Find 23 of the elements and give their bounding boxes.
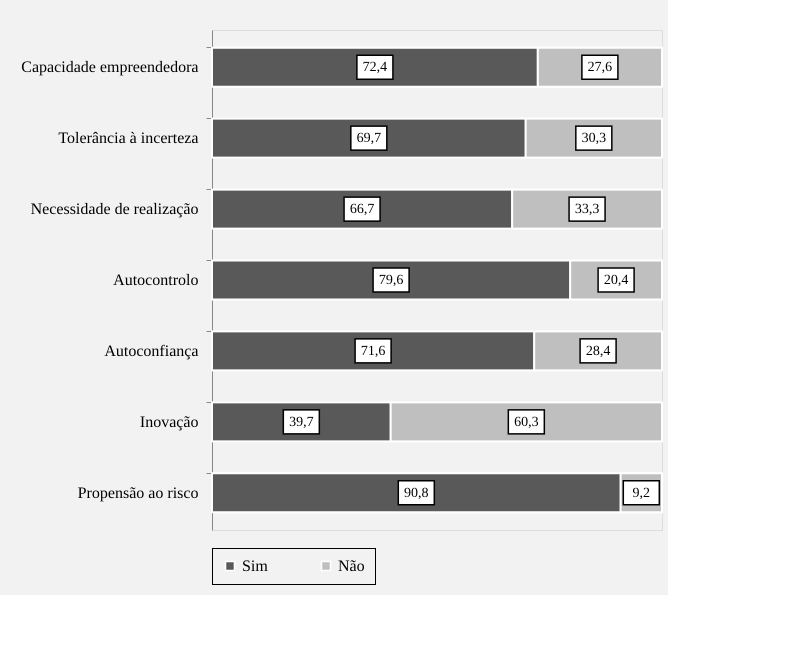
data-label: 30,3: [582, 131, 606, 146]
legend-label: Não: [338, 558, 365, 575]
data-label: 33,3: [574, 202, 600, 218]
y-tick-label: Tolerância à incerteza: [58, 130, 198, 148]
y-tick-label: Inovação: [140, 414, 198, 431]
data-label: 79,6: [378, 273, 404, 288]
legend-label: Sim: [242, 558, 268, 575]
data-label: 71,6: [360, 344, 386, 359]
y-tick-label: Autoconfiança: [104, 342, 198, 360]
data-label: 20,4: [604, 273, 628, 288]
y-tick-label: Necessidade de realização: [30, 201, 198, 218]
data-label: 66,7: [350, 202, 374, 218]
data-label: 60,3: [514, 414, 539, 430]
data-label: 39,7: [289, 414, 314, 430]
data-label: 28,4: [586, 344, 610, 359]
y-tick-label: Autocontrolo: [113, 272, 198, 289]
y-tick-label: Propensão ao risco: [78, 484, 198, 502]
data-label: 9,2: [632, 486, 650, 501]
data-label: 72,4: [362, 60, 388, 76]
data-label: 90,8: [404, 486, 429, 501]
data-label: 69,7: [356, 131, 382, 146]
y-tick-label: Capacidade empreendedora: [21, 59, 198, 76]
data-label: 27,6: [588, 60, 612, 76]
